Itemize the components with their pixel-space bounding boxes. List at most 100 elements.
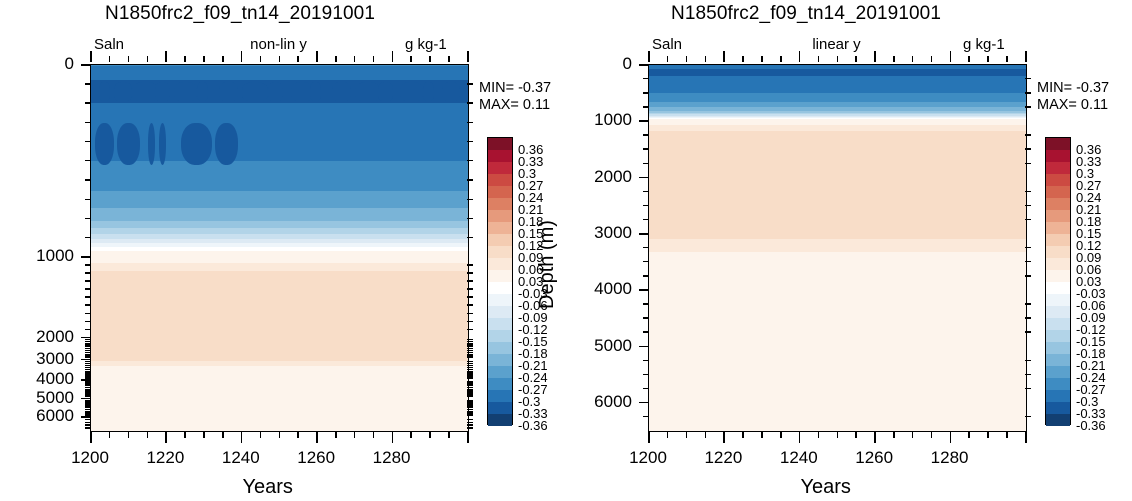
contour-band [91, 204, 468, 209]
y-axis-minor-tick [467, 373, 473, 375]
contour-band [91, 277, 468, 284]
x-axis-minor-tick [146, 56, 149, 62]
contour-band [649, 103, 1026, 105]
contour-band [91, 426, 468, 428]
y-axis-minor-tick [467, 408, 473, 411]
y-axis-minor-tick [643, 190, 649, 193]
contour-band [649, 86, 1026, 89]
contour-band [649, 122, 1026, 124]
contour-band [91, 220, 468, 223]
contour-band [91, 161, 468, 165]
contour-band [649, 87, 1026, 89]
x-axis-tick [467, 51, 469, 62]
panel-linear-y: N1850frc2_f09_tn14_20191001 Saln linear y g… [536, 0, 1132, 501]
y-axis-minor-tick [467, 121, 473, 124]
colorbar-tick-label: -0.21 [518, 357, 548, 373]
contour-band [649, 416, 1026, 420]
surface-anomaly-patch [290, 82, 314, 102]
y-axis-minor-tick [467, 280, 473, 282]
contour-band [649, 290, 1026, 295]
panel-non-linear-y: N1850frc2_f09_tn14_20191001 Saln non-lin y… [36, 3, 551, 498]
colorbar[interactable] [1045, 137, 1071, 426]
contour-band [91, 144, 468, 148]
colorbar-tick-label: -0.15 [1076, 333, 1106, 349]
y-axis-minor-tick [467, 371, 473, 373]
y-axis-label: Depth (m) [536, 220, 558, 309]
contour-band [649, 105, 1026, 107]
contour-band [649, 330, 1026, 336]
contour-band [649, 81, 1026, 84]
header-axis-mode: non-lin y [250, 36, 307, 53]
contour-band [649, 374, 1026, 377]
y-axis-minor-tick [467, 424, 473, 426]
y-axis-tick-label: 4000 [36, 369, 74, 389]
y-axis-minor-tick [467, 364, 473, 367]
x-axis-tick [648, 432, 650, 443]
subsurface-anomaly-blob [147, 122, 156, 165]
contour-band [91, 225, 468, 228]
y-axis-minor-tick [643, 78, 649, 80]
contour-band [91, 147, 468, 151]
contour-band [649, 94, 1026, 97]
x-axis-tick-label: 1240 [779, 448, 818, 467]
contour-band [91, 73, 468, 76]
y-axis-minor-tick [85, 272, 91, 274]
contour-band [649, 389, 1026, 393]
contour-band [91, 420, 468, 422]
contour-band [91, 136, 468, 140]
colorbar-tick-label: 0.03 [518, 273, 544, 289]
y-axis-minor-tick [467, 349, 473, 352]
y-axis-tick-label: 0 [622, 54, 632, 73]
y-axis-tick-label: 5000 [36, 387, 74, 407]
contour-band [649, 123, 1026, 126]
contour-band [649, 391, 1026, 394]
contour-band [649, 247, 1026, 249]
contour-band [649, 161, 1026, 166]
contour-band [649, 135, 1026, 140]
contour-band [91, 305, 468, 311]
colorbar[interactable] [487, 137, 513, 426]
y-axis-minor-tick [467, 140, 473, 143]
contour-band [91, 207, 468, 212]
y-axis-minor-tick [643, 218, 649, 221]
contour-band [91, 246, 468, 249]
contour-band [649, 235, 1026, 237]
contour-band [649, 269, 1026, 272]
y-axis-minor-tick [467, 405, 473, 407]
colorbar-tick-label: -0.24 [1076, 369, 1106, 385]
contour-band [649, 406, 1026, 410]
contour-band [649, 393, 1026, 396]
x-axis-minor-tick [108, 432, 111, 438]
x-axis-minor-tick [448, 56, 450, 62]
contour-band [91, 380, 468, 383]
contour-band [91, 248, 468, 250]
contour-band [649, 418, 1026, 422]
x-axis-minor-tick [353, 432, 356, 438]
y-axis-minor-tick [643, 162, 649, 164]
contour-band [91, 70, 468, 73]
contour-band [649, 414, 1026, 418]
x-axis-tick [467, 432, 469, 443]
contour-band [91, 287, 468, 293]
x-axis-tick [90, 51, 92, 62]
surface-anomaly-patch [155, 82, 171, 102]
contour-band [91, 430, 468, 431]
contour-band [91, 373, 468, 376]
surface-anomaly-patch [196, 82, 208, 102]
y-axis-minor-tick [85, 320, 91, 322]
y-axis-minor-tick [467, 399, 473, 401]
contour-band [649, 77, 1026, 80]
contour-band [649, 155, 1026, 159]
contour-band [649, 89, 1026, 91]
contour-band [649, 98, 1026, 101]
contour-band [91, 78, 468, 81]
y-axis-minor-tick [467, 375, 473, 377]
min-value-label: MIN= -0.37 [1037, 80, 1110, 96]
contour-band [91, 177, 468, 181]
surface-anomaly-patch [132, 82, 159, 102]
y-axis-minor-tick [467, 341, 473, 343]
contour-band [649, 80, 1026, 82]
contour-band [91, 103, 468, 107]
x-axis-minor-tick [127, 56, 130, 62]
x-axis-label: Years [242, 476, 293, 498]
